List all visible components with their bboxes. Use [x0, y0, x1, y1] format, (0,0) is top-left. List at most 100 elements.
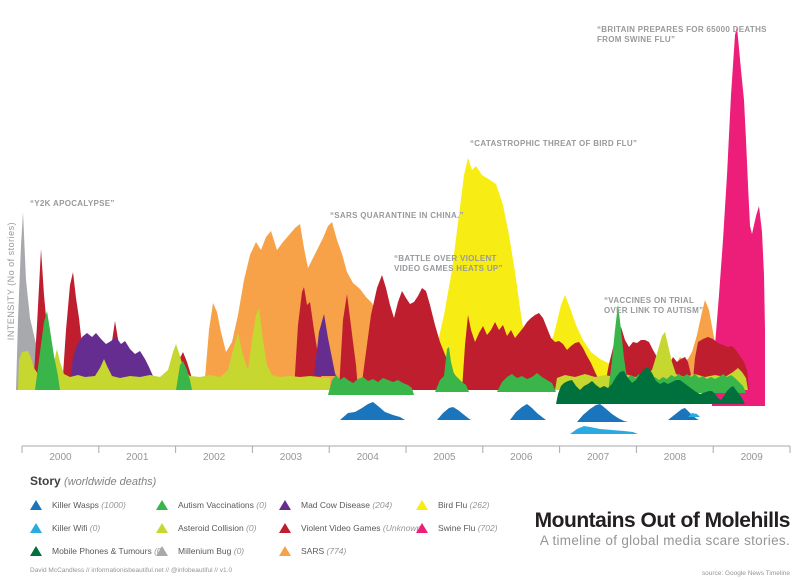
- violent-video-games-triangle-icon: [279, 522, 291, 533]
- year-label-2003: 2003: [279, 452, 303, 463]
- sars-triangle-icon: [279, 545, 291, 556]
- series-violent-video-games-area-6: [361, 275, 462, 390]
- annotation-vaccines-trial-line: OVER LINK TO AUTISM”: [604, 306, 704, 315]
- legend-deaths-millennium-bug: (0): [233, 545, 245, 556]
- killer-wifi-triangle-icon: [30, 522, 42, 533]
- year-label-2006: 2006: [510, 452, 533, 463]
- series-mad-cow-disease-area-1: [314, 314, 336, 376]
- series-millenium-bug-area-0: [16, 212, 76, 390]
- series-killer-wasps-area-1: [437, 407, 471, 420]
- series-killer-wasps-area-2: [510, 404, 546, 420]
- asteroid-collision-triangle-icon: [156, 522, 168, 533]
- legend-label-mad-cow: Mad Cow Disease: [301, 499, 373, 510]
- legend-item-autism-vaccinations: Autism Vaccinations (0): [156, 496, 267, 510]
- annotation-britain-swine-line: FROM SWINE FLU”: [597, 35, 676, 44]
- legend-item-killer-wifi: Killer Wifi (0): [30, 519, 100, 533]
- annotation-vaccines-trial: “VACCINES ON TRIAL OVER LINK TO AUTISM”: [604, 296, 703, 316]
- series-mobile-phones-tumours-area-0: [556, 367, 745, 404]
- series-killer-wasps-area-0: [340, 402, 405, 420]
- legend-label-bird-flu: Bird Flu: [438, 499, 470, 510]
- y-axis-label: INTENSITY (No of stories): [6, 221, 16, 341]
- series-killer-wasps-area-3: [577, 404, 628, 422]
- mad-cow-triangle-icon: [279, 499, 291, 510]
- legend-label-violent-video-games: Violent Video Games: [301, 522, 383, 533]
- series-autism-vaccinations-area-1: [176, 361, 192, 390]
- series-autism-vaccinations-area-4: [497, 373, 556, 392]
- year-label-2007: 2007: [586, 452, 610, 463]
- legend-deaths-bird-flu: (262): [469, 499, 490, 510]
- legend-deaths-violent-video-games: (Unknown): [382, 522, 425, 533]
- year-label-2009: 2009: [740, 452, 763, 463]
- annotation-bird-flu-threat: “CATASTROPHIC THREAT OF BIRD FLU”: [470, 139, 637, 149]
- legend-deaths-mad-cow: (204): [372, 499, 393, 510]
- legend-item-millennium-bug: Millenium Bug (0): [156, 542, 244, 556]
- legend-deaths-sars: (774): [326, 545, 347, 556]
- legend-label-killer-wifi: Killer Wifi: [52, 522, 90, 533]
- autism-vaccinations-triangle-icon: [156, 499, 168, 510]
- year-label-2001: 2001: [126, 452, 149, 463]
- legend-title: Story: [30, 474, 61, 488]
- annotation-violent-games-line: “BATTLE OVER VIOLENT: [394, 254, 497, 263]
- legend-item-mobile-phones: Mobile Phones & Tumours (0): [30, 542, 164, 556]
- year-label-2004: 2004: [356, 452, 379, 463]
- series-bird-flu-area-0: [330, 158, 627, 390]
- annotation-y2k: “Y2K APOCALYPSE”: [30, 199, 115, 209]
- title-block: Mountains Out of Molehills A timeline of…: [534, 509, 791, 548]
- legend-item-bird-flu: Bird Flu (262): [416, 496, 490, 510]
- legend-label-millennium-bug: Millenium Bug: [178, 545, 234, 556]
- byline-credit: David McCandless // informationisbeautif…: [30, 567, 233, 574]
- page-title: Mountains Out of Molehills: [534, 509, 791, 532]
- swine-flu-triangle-icon: [416, 522, 428, 533]
- legend-item-swine-flu: Swine Flu (702): [416, 519, 498, 533]
- legend-subtitle: (worldwide deaths): [64, 476, 157, 488]
- year-label-2005: 2005: [433, 452, 456, 463]
- series-violent-video-games-area-5: [339, 294, 358, 390]
- legend-item-killer-wasps: Killer Wasps (1000): [30, 496, 126, 510]
- annotation-sars-quarantine-line: “SARS QUARANTINE IN CHINA.”: [330, 211, 464, 220]
- legend-deaths-autism-vaccinations: (0): [256, 499, 267, 510]
- mobile-phones-triangle-icon: [30, 545, 42, 556]
- series-autism-vaccinations-area-3: [435, 347, 469, 392]
- source-credit: source: Google News Timeline: [701, 570, 790, 577]
- series-autism-vaccinations-area-0: [35, 311, 60, 390]
- legend-header: Story (worldwide deaths): [30, 474, 156, 488]
- legend-label-swine-flu: Swine Flu: [438, 522, 478, 533]
- annotation-sars-quarantine: “SARS QUARANTINE IN CHINA.”: [330, 211, 464, 221]
- millennium-bug-triangle-icon: [156, 545, 168, 556]
- legend-label-killer-wasps: Killer Wasps: [52, 499, 102, 510]
- legend-item-sars: SARS (774): [279, 542, 346, 556]
- legend-label-autism-vaccinations: Autism Vaccinations: [178, 499, 257, 510]
- year-label-2002: 2002: [202, 452, 226, 463]
- legend-deaths-swine-flu: (702): [477, 522, 498, 533]
- series-asteroid-collision-area-1: [555, 332, 748, 390]
- annotation-vaccines-trial-line: “VACCINES ON TRIAL: [604, 296, 695, 305]
- series-swine-flu-area-0: [712, 27, 765, 406]
- legend-item-mad-cow: Mad Cow Disease (204): [279, 496, 392, 510]
- annotation-violent-games: “BATTLE OVER VIOLENT VIDEO GAMES HEATS UP…: [394, 254, 503, 274]
- annotation-britain-swine: “BRITAIN PREPARES FOR 65000 DEATHS FROM S…: [597, 25, 767, 45]
- annotation-violent-games-line: VIDEO GAMES HEATS UP”: [394, 264, 503, 273]
- series-asteroid-collision-area-0: [18, 308, 330, 390]
- legend-deaths-killer-wifi: (0): [89, 522, 101, 533]
- legend-item-violent-video-games: Violent Video Games (Unknown): [279, 519, 424, 533]
- series-killer-wifi-area-0: [570, 426, 638, 434]
- legend-deaths-killer-wasps: (1000): [101, 499, 126, 510]
- year-label-2008: 2008: [663, 452, 687, 463]
- bird-flu-triangle-icon: [416, 499, 428, 510]
- series-mad-cow-disease-area-0: [69, 333, 157, 390]
- annotation-y2k-line: “Y2K APOCALYPSE”: [30, 199, 115, 208]
- legend-label-mobile-phones: Mobile Phones & Tumours: [52, 545, 155, 556]
- killer-wasps-triangle-icon: [30, 499, 42, 510]
- legend-deaths-asteroid-collision: (0): [246, 522, 257, 533]
- series-autism-vaccinations-area-2: [328, 375, 414, 395]
- annotation-bird-flu-threat-line: “CATASTROPHIC THREAT OF BIRD FLU”: [470, 139, 638, 148]
- legend-label-sars: SARS: [301, 545, 327, 556]
- year-label-2000: 2000: [49, 452, 72, 463]
- legend-item-asteroid-collision: Asteroid Collision (0): [156, 519, 256, 533]
- series-killer-wifi-area-1: [688, 413, 700, 417]
- annotation-britain-swine-line: “BRITAIN PREPARES FOR 65000 DEATHS: [597, 25, 767, 34]
- legend-label-asteroid-collision: Asteroid Collision: [178, 522, 247, 533]
- series-violent-video-games-area-7: [462, 313, 602, 390]
